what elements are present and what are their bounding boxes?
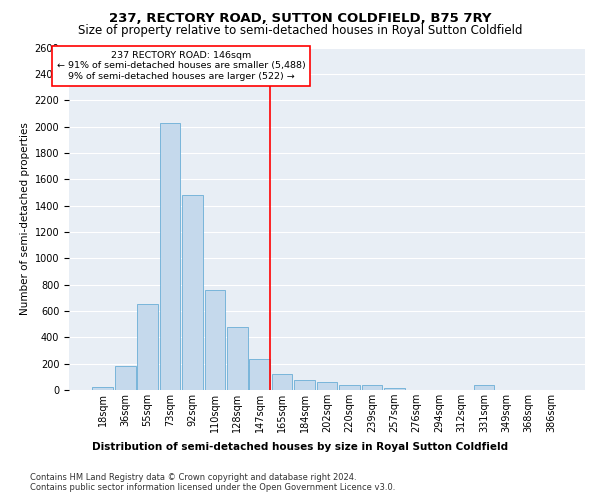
Bar [182,195,203,390]
Bar [294,380,315,390]
Text: Distribution of semi-detached houses by size in Royal Sutton Coldfield: Distribution of semi-detached houses by … [92,442,508,452]
Bar [317,382,337,390]
Text: 237, RECTORY ROAD, SUTTON COLDFIELD, B75 7RY: 237, RECTORY ROAD, SUTTON COLDFIELD, B75… [109,12,491,26]
Y-axis label: Number of semi-detached properties: Number of semi-detached properties [20,122,31,315]
Bar [227,327,248,390]
Bar [272,374,292,390]
Bar [115,366,136,390]
Bar [160,122,181,390]
Bar [92,388,113,390]
Bar [473,386,494,390]
Text: 237 RECTORY ROAD: 146sqm
← 91% of semi-detached houses are smaller (5,488)
9% of: 237 RECTORY ROAD: 146sqm ← 91% of semi-d… [57,51,305,81]
Text: Contains public sector information licensed under the Open Government Licence v3: Contains public sector information licen… [30,484,395,492]
Text: Contains HM Land Registry data © Crown copyright and database right 2024.: Contains HM Land Registry data © Crown c… [30,472,356,482]
Bar [339,386,360,390]
Bar [384,388,404,390]
Text: Size of property relative to semi-detached houses in Royal Sutton Coldfield: Size of property relative to semi-detach… [78,24,522,37]
Bar [362,386,382,390]
Bar [205,290,225,390]
Bar [250,359,270,390]
Bar [137,304,158,390]
